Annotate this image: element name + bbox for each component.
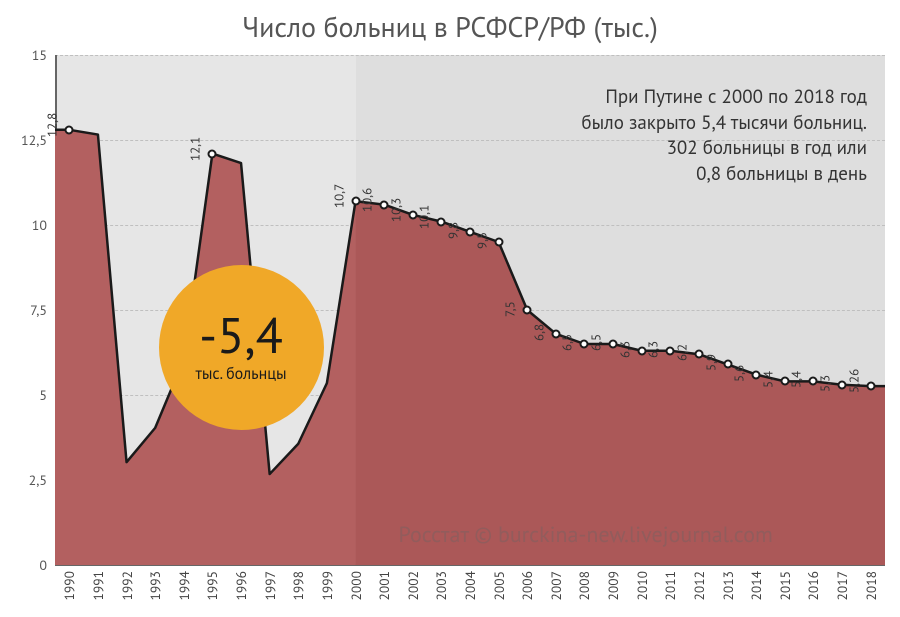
x-tick-label: 1995 [203, 571, 221, 600]
value-label: 5,6 [731, 364, 748, 381]
y-tick-label: 0 [7, 556, 47, 574]
x-tick-label: 2013 [719, 571, 737, 600]
value-label: 9,5 [473, 232, 490, 249]
chart-container: Число больниц в РСФСР/РФ (тыс.) 12,812,1… [0, 0, 900, 617]
x-tick-label: 1993 [146, 571, 164, 600]
x-tick-label: 2005 [490, 571, 508, 600]
watermark-text: Росстат © burckina-new.livejournal.com [398, 521, 772, 549]
x-tick-label: 1999 [318, 571, 336, 600]
value-label: 6,5 [559, 334, 576, 351]
value-label: 10,7 [330, 184, 347, 208]
x-tick-label: 1991 [89, 571, 107, 600]
value-label: 10,1 [416, 204, 433, 228]
area-fill-right [356, 201, 885, 565]
x-tick-label: 2000 [347, 571, 365, 600]
value-label: 6,5 [588, 334, 605, 351]
value-label: 5,4 [759, 371, 776, 388]
x-tick-label: 2009 [604, 571, 622, 600]
callout-caption: тыс. больнцы [195, 364, 286, 384]
chart-title: Число больниц в РСФСР/РФ (тыс.) [0, 8, 900, 45]
x-tick-label: 2010 [633, 571, 651, 600]
y-tick-label: 2,5 [7, 471, 47, 489]
x-tick-label: 2007 [547, 571, 565, 600]
x-tick-label: 2011 [661, 571, 679, 600]
data-marker [65, 125, 74, 134]
x-tick-label: 2017 [833, 571, 851, 600]
x-tick-label: 2004 [461, 571, 479, 600]
value-label: 10,3 [387, 198, 404, 222]
value-label: 5,3 [817, 375, 834, 392]
x-tick-label: 2018 [862, 571, 880, 600]
value-label: 10,6 [359, 187, 376, 211]
value-label: 5,9 [702, 354, 719, 371]
x-tick-label: 1997 [261, 571, 279, 600]
callout-circle: -5,4 тыс. больнцы [159, 265, 324, 430]
value-label: 5,26 [845, 369, 862, 393]
y-tick-label: 10 [7, 216, 47, 234]
value-label: 12,1 [187, 136, 204, 160]
x-tick-label: 1994 [175, 571, 193, 600]
y-tick-label: 7,5 [7, 301, 47, 319]
x-tick-label: 1996 [232, 571, 250, 600]
y-tick-label: 12,5 [7, 131, 47, 149]
data-marker [494, 238, 503, 247]
data-marker [866, 382, 875, 391]
data-marker [523, 306, 532, 315]
x-tick-label: 2008 [575, 571, 593, 600]
value-label: 9,8 [445, 222, 462, 239]
value-label: 6,3 [645, 341, 662, 358]
y-tick-label: 15 [7, 46, 47, 64]
value-label: 6,8 [530, 324, 547, 341]
value-label: 5,4 [788, 371, 805, 388]
x-tick-label: 2001 [375, 571, 393, 600]
y-tick-label: 5 [7, 386, 47, 404]
x-tick-label: 1990 [60, 571, 78, 600]
x-tick-label: 2003 [432, 571, 450, 600]
data-marker [208, 149, 217, 158]
value-label: 6,3 [616, 341, 633, 358]
x-tick-label: 2015 [776, 571, 794, 600]
x-tick-label: 1992 [118, 571, 136, 600]
x-tick-label: 2002 [404, 571, 422, 600]
x-tick-label: 1998 [289, 571, 307, 600]
annotation-text: При Путине с 2000 по 2018 годбыло закрыт… [581, 85, 867, 188]
x-tick-label: 2012 [690, 571, 708, 600]
x-tick-label: 2006 [518, 571, 536, 600]
plot-area: 12,812,110,710,610,310,19,89,57,56,86,56… [55, 55, 885, 565]
callout-value: -5,4 [199, 310, 283, 360]
value-label: 6,2 [673, 344, 690, 361]
value-label: 7,5 [502, 301, 519, 317]
x-tick-label: 2014 [747, 571, 765, 600]
x-tick-label: 2016 [804, 571, 822, 600]
